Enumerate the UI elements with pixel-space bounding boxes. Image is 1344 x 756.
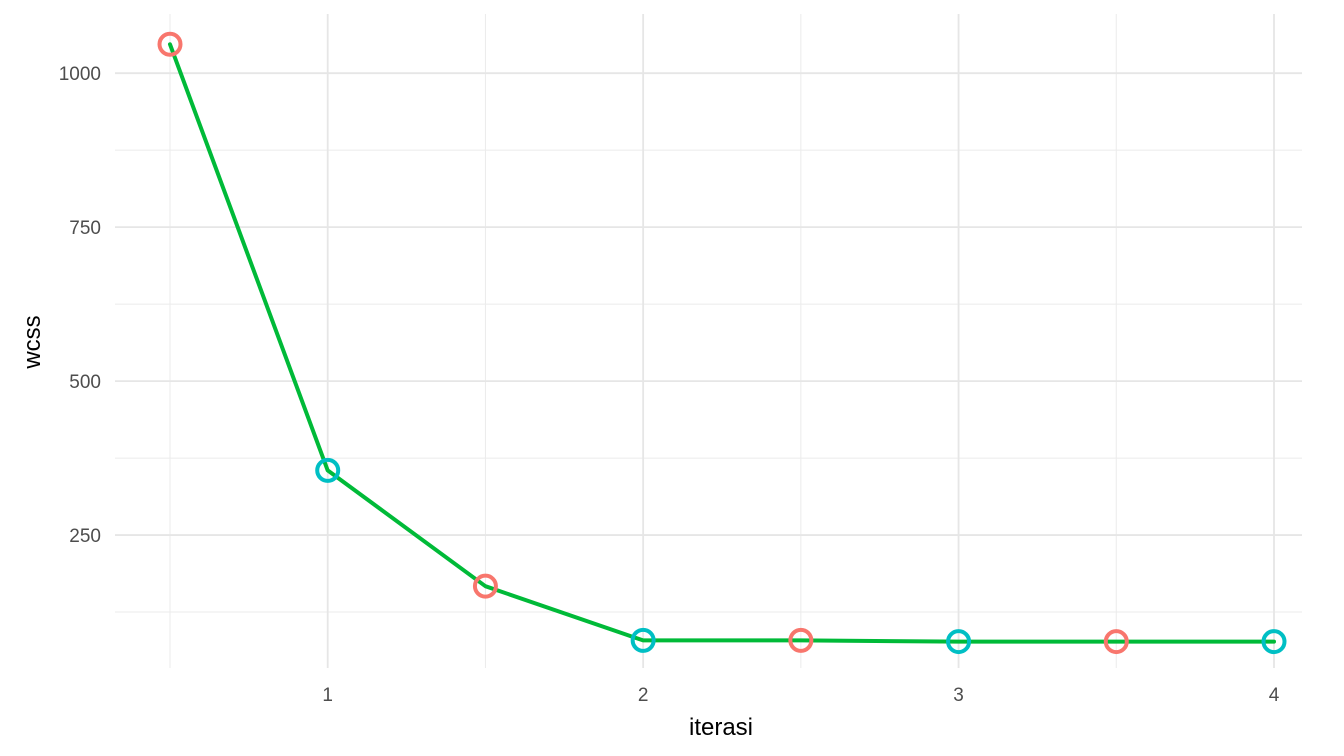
- x-axis-title: iterasi: [689, 714, 753, 741]
- data-point: [472, 573, 498, 599]
- y-tick-label: 750: [69, 218, 101, 239]
- series-line-group: [168, 42, 1276, 644]
- x-tick-label: 1: [322, 685, 333, 706]
- y-tick-label: 1000: [59, 64, 101, 85]
- data-point: [1103, 629, 1129, 655]
- data-point: [630, 627, 656, 653]
- data-point: [946, 629, 972, 655]
- data-point: [1261, 629, 1287, 655]
- data-point: [788, 627, 814, 653]
- data-point: [157, 31, 183, 57]
- series-line: [168, 42, 1276, 644]
- x-axis-tick-labels: 1 2 3 4: [322, 685, 1279, 706]
- y-axis-title: wcss: [19, 315, 46, 369]
- y-tick-label: 500: [69, 372, 101, 393]
- y-tick-label: 250: [69, 526, 101, 547]
- x-tick-label: 4: [1269, 685, 1280, 706]
- minor-gridlines: [115, 14, 1302, 668]
- x-tick-label: 2: [638, 685, 649, 706]
- major-gridlines: [115, 14, 1302, 668]
- data-point: [315, 457, 341, 483]
- x-tick-label: 3: [953, 685, 964, 706]
- data-points: [157, 31, 1287, 655]
- y-axis-tick-labels: 250 500 750 1000: [59, 64, 101, 547]
